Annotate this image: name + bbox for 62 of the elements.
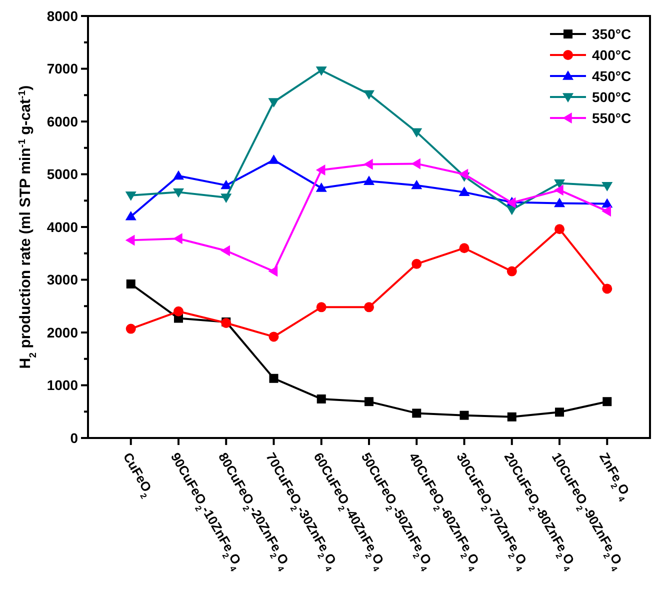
point: [555, 408, 564, 417]
point: [554, 179, 566, 189]
point: [458, 168, 468, 180]
point: [554, 184, 564, 196]
point: [268, 154, 280, 164]
y-tick-label: 0: [70, 430, 78, 446]
point: [460, 410, 469, 420]
point: [316, 394, 326, 404]
legend-label: 400°C: [592, 46, 632, 63]
point: [172, 233, 182, 244]
point: [172, 188, 184, 198]
point: [364, 158, 373, 170]
point: [173, 306, 184, 316]
point: [316, 164, 326, 176]
point: [125, 192, 136, 201]
point: [172, 170, 184, 180]
point: [220, 194, 232, 203]
point: [602, 284, 612, 294]
point: [602, 206, 611, 217]
point: [268, 98, 280, 108]
y-tick-label: 6000: [46, 113, 78, 130]
point: [411, 128, 422, 138]
point: [459, 243, 470, 254]
point: [268, 332, 279, 342]
legend-label: 550°C: [592, 110, 632, 126]
point: [220, 245, 230, 256]
point: [268, 266, 278, 277]
point: [411, 180, 422, 190]
point: [602, 182, 613, 192]
point: [364, 397, 374, 406]
point: [602, 198, 613, 208]
point: [126, 279, 136, 288]
point: [411, 158, 420, 170]
point: [316, 182, 327, 192]
legend-label: 500°C: [592, 88, 632, 105]
point: [458, 186, 470, 196]
point: [554, 224, 565, 234]
point: [364, 302, 374, 312]
y-tick-label: 3000: [46, 272, 78, 288]
point: [316, 66, 327, 76]
point: [412, 408, 422, 418]
point: [602, 397, 612, 406]
y-tick-label: 8000: [46, 8, 78, 24]
point: [316, 302, 326, 312]
y-tick-label: 2000: [46, 324, 78, 340]
point: [269, 374, 278, 383]
point: [507, 412, 516, 422]
y-tick-label: 4000: [46, 218, 78, 235]
point: [125, 234, 135, 246]
legend-label: 450°C: [592, 68, 632, 84]
point: [412, 258, 422, 269]
point: [506, 266, 517, 276]
point: [554, 198, 566, 208]
y-tick-label: 7000: [46, 60, 78, 77]
point: [364, 90, 374, 100]
y-tick-label: 5000: [46, 166, 78, 182]
point: [220, 180, 232, 190]
point: [364, 176, 374, 185]
y-tick-label: 1000: [46, 377, 78, 394]
point: [125, 210, 136, 220]
legend-label: 350°C: [592, 26, 632, 42]
point: [126, 324, 136, 334]
